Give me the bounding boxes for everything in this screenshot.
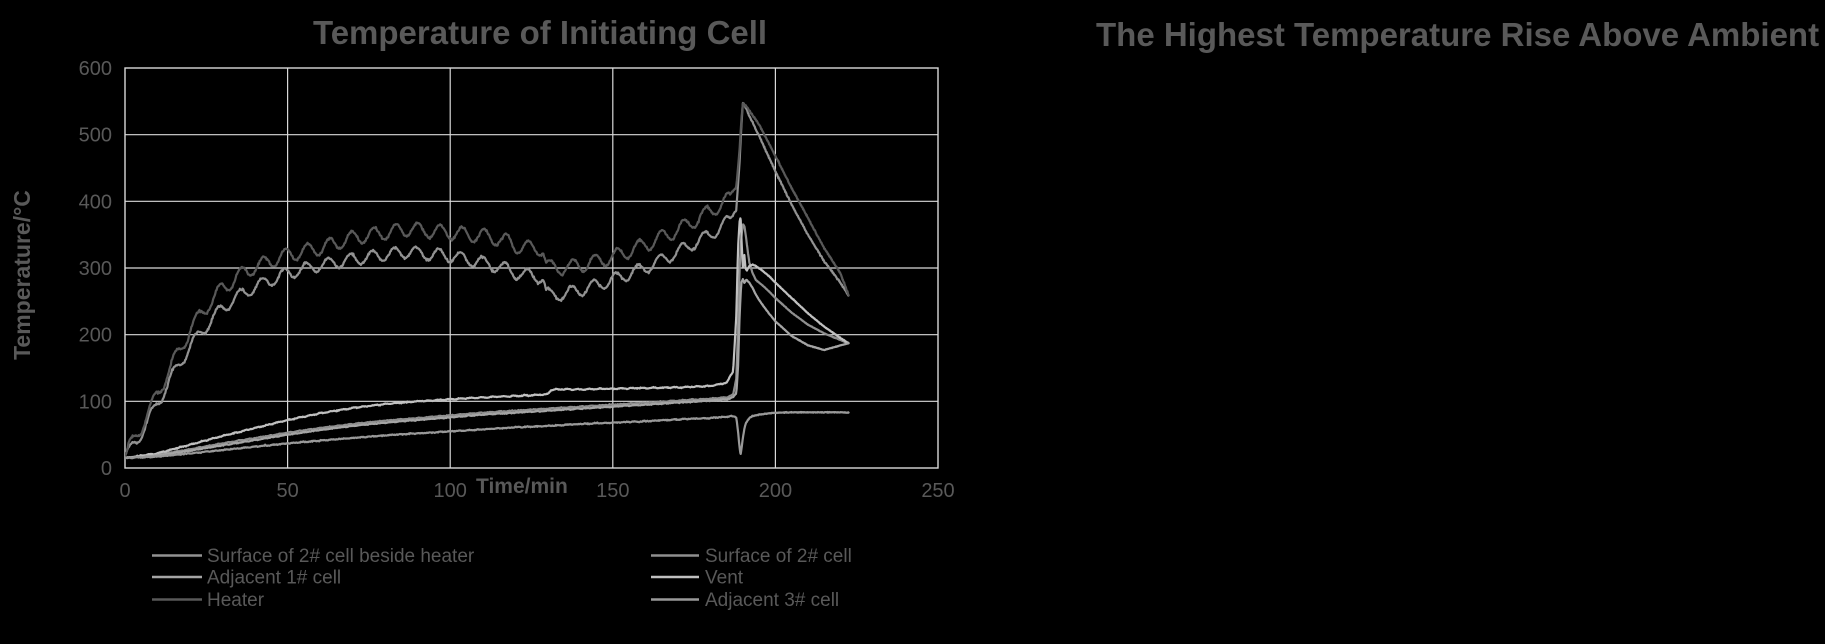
svg-text:Heater: Heater [207, 590, 265, 611]
svg-text:Adjacent 3# cell: Adjacent 3# cell [705, 590, 839, 611]
svg-text:300: 300 [79, 258, 112, 280]
svg-text:100: 100 [434, 480, 467, 502]
svg-text:Temperature/°C: Temperature/°C [9, 190, 35, 360]
svg-text:Surface of 2# cell: Surface of 2# cell [705, 546, 852, 567]
svg-text:0: 0 [101, 458, 112, 480]
svg-text:Adjacent 1# cell: Adjacent 1# cell [207, 568, 341, 589]
svg-text:200: 200 [759, 480, 792, 502]
svg-text:500: 500 [79, 125, 112, 147]
svg-text:Time/min: Time/min [476, 475, 568, 498]
svg-text:50: 50 [276, 480, 298, 502]
svg-text:Vent: Vent [705, 568, 744, 589]
svg-text:200: 200 [79, 325, 112, 347]
svg-text:600: 600 [79, 58, 112, 80]
svg-text:150: 150 [596, 480, 629, 502]
svg-text:100: 100 [79, 391, 112, 413]
svg-text:Surface of 2# cell beside heat: Surface of 2# cell beside heater [207, 546, 475, 567]
svg-text:400: 400 [79, 191, 112, 213]
svg-text:0: 0 [119, 480, 130, 502]
svg-text:250: 250 [921, 480, 954, 502]
